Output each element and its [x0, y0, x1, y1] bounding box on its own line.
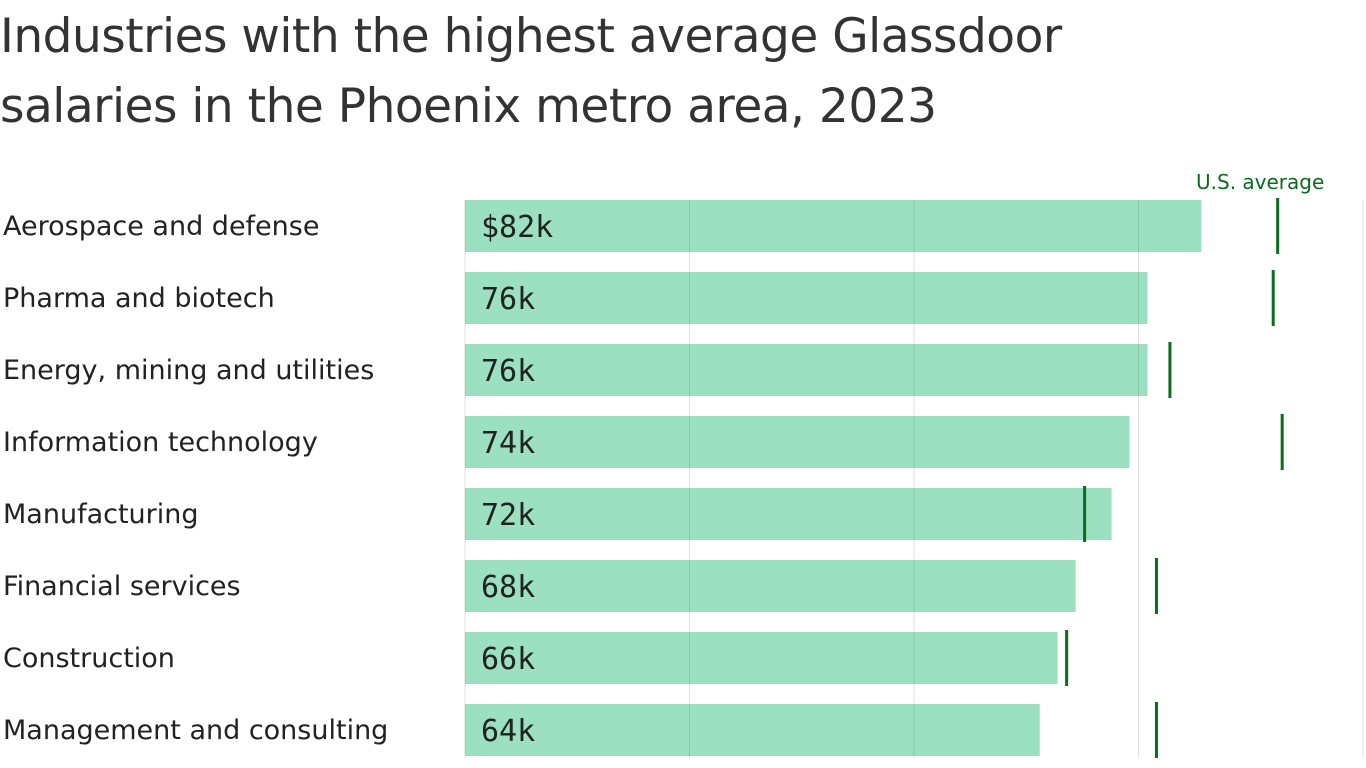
value-label: 68k [481, 570, 535, 605]
category-label: Pharma and biotech [3, 283, 275, 314]
value-label: 66k [481, 642, 535, 677]
bar [465, 272, 1148, 324]
category-label: Manufacturing [3, 499, 199, 530]
bar [465, 416, 1130, 468]
bar [465, 560, 1076, 612]
value-label: 76k [481, 354, 535, 389]
category-label: Aerospace and defense [3, 211, 319, 242]
value-label: 64k [481, 714, 535, 749]
bar [465, 704, 1040, 756]
chart-title: Industries with the highest average Glas… [0, 9, 1062, 134]
us-average-legend: U.S. average [1196, 170, 1325, 194]
category-label: Financial services [3, 571, 241, 602]
value-label: $82k [481, 210, 553, 245]
bar [465, 488, 1112, 540]
category-label: Energy, mining and utilities [3, 355, 374, 386]
category-label: Construction [3, 643, 175, 674]
value-label: 74k [481, 426, 535, 461]
value-label: 72k [481, 498, 535, 533]
bar [465, 200, 1202, 252]
category-label: Information technology [3, 427, 318, 458]
bar [465, 344, 1148, 396]
value-label: 76k [481, 282, 535, 317]
category-label: Management and consulting [3, 715, 388, 746]
bar [465, 632, 1058, 684]
